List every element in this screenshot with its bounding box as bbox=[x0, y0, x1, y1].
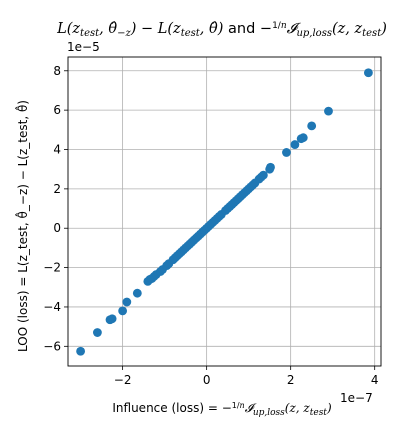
y-tick-label: 0 bbox=[53, 221, 61, 235]
y-axis-ticks: −6 −4 −2 0 2 4 6 8 bbox=[43, 64, 68, 353]
x-tick-label: 4 bbox=[371, 373, 379, 387]
grid-lines bbox=[68, 57, 381, 366]
x-tick-label: −2 bbox=[114, 373, 132, 387]
y-tick-label: 8 bbox=[53, 64, 61, 78]
scatter-point bbox=[107, 314, 117, 324]
x-axis-ticks: −2 0 2 4 bbox=[114, 366, 379, 387]
y-tick-label: −2 bbox=[43, 261, 61, 275]
scatter-point bbox=[76, 346, 86, 356]
x-tick-label: 0 bbox=[203, 373, 211, 387]
scatter-point bbox=[118, 306, 128, 316]
scatter-point bbox=[307, 121, 317, 131]
chart-title: L(ztest, θ̂−z) − L(ztest, θ̂) and −1/n𝓘u… bbox=[56, 21, 387, 39]
scatter-point bbox=[258, 170, 268, 180]
y-offset-label: 1e−5 bbox=[67, 40, 100, 54]
scatter-point bbox=[324, 106, 333, 116]
y-tick-label: 2 bbox=[53, 182, 61, 196]
scatter-points bbox=[76, 68, 373, 356]
scatter-point bbox=[363, 68, 373, 78]
y-axis-label: LOO (loss) = L(z_test, θ̂_−z) − L(z_test… bbox=[14, 100, 30, 352]
scatter-point bbox=[266, 162, 275, 172]
scatter-point bbox=[290, 140, 300, 149]
y-tick-label: 4 bbox=[53, 143, 61, 157]
x-offset-label: 1e−7 bbox=[340, 391, 373, 405]
scatter-point bbox=[122, 297, 132, 307]
x-axis-label: Influence (loss) = −1/n𝓘up,loss(z, ztest… bbox=[112, 401, 332, 418]
y-tick-label: −4 bbox=[43, 300, 61, 314]
y-tick-label: 6 bbox=[53, 103, 61, 117]
plot-frame bbox=[67, 56, 382, 367]
y-tick-label: −6 bbox=[43, 339, 61, 353]
scatter-point bbox=[282, 148, 291, 157]
scatter-point bbox=[132, 288, 142, 298]
x-tick-label: 2 bbox=[287, 373, 295, 387]
scatter-point bbox=[298, 133, 308, 143]
scatter-point bbox=[93, 328, 102, 337]
